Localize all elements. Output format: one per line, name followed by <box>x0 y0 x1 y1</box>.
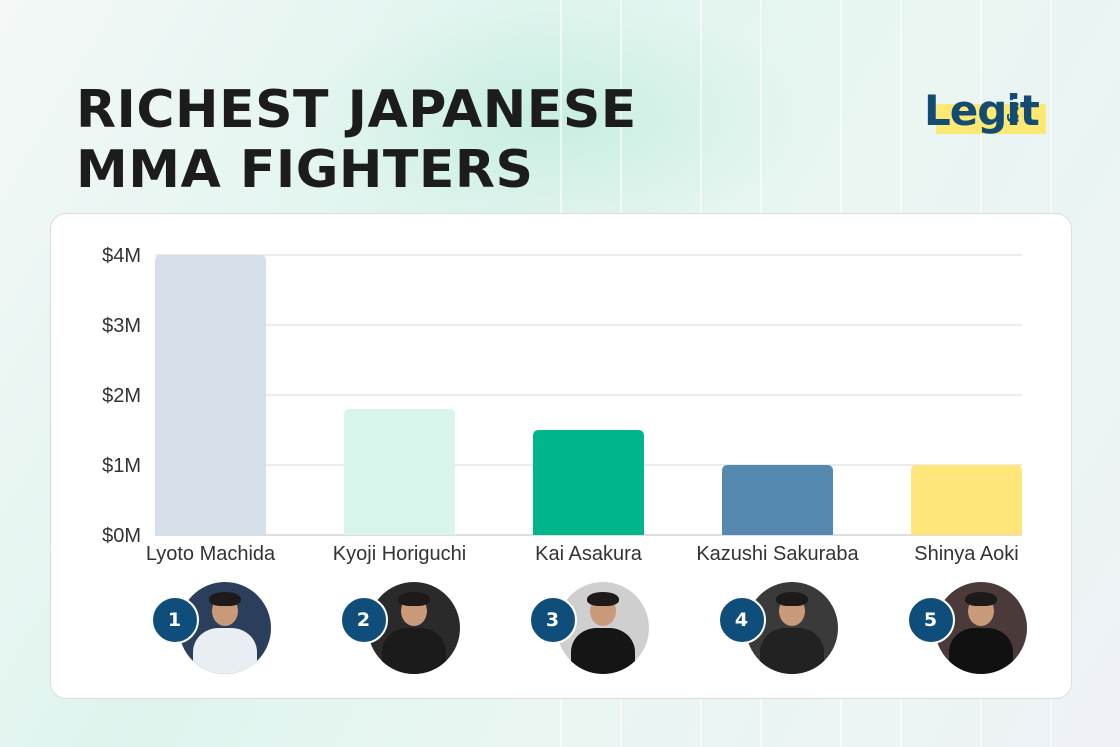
x-tick-label: Kyoji Horiguchi <box>333 543 466 565</box>
fighter-hair-shape <box>775 592 808 606</box>
rank-badge: 4 <box>717 596 766 644</box>
bar-lyoto-machida <box>155 255 266 535</box>
x-tick-label: Shinya Aoki <box>914 543 1019 565</box>
fighter-card: 5 <box>906 582 1027 674</box>
fighter-body-shape <box>759 628 824 674</box>
page-title: RICHEST JAPANESE MMA FIGHTERS <box>76 80 637 200</box>
fighter-card: 1 <box>150 582 271 674</box>
y-tick-label: $2M <box>102 385 141 407</box>
logo-highlight <box>936 104 1046 134</box>
rank-badge: 1 <box>150 596 199 644</box>
x-tick-label: Kai Asakura <box>535 543 643 565</box>
y-tick-label: $4M <box>102 245 141 267</box>
bar-kazushi-sakuraba <box>722 465 833 535</box>
logo-word: Legit <box>924 86 1040 135</box>
x-tick-label: Lyoto Machida <box>146 543 276 565</box>
legit-logo: Legit .ng <box>924 88 1048 138</box>
fighter-hair-shape <box>397 592 430 606</box>
rank-badge: 5 <box>906 596 955 644</box>
fighter-card: 2 <box>339 582 460 674</box>
y-tick-label: $3M <box>102 315 141 337</box>
fighter-hair-shape <box>586 592 619 606</box>
bar-kai-asakura <box>533 430 644 535</box>
fighter-body-shape <box>570 628 635 674</box>
fighter-photo <box>745 582 838 674</box>
bar-kyoji-horiguchi <box>344 409 455 535</box>
fighter-hair-shape <box>964 592 997 606</box>
fighter-card: 4 <box>717 582 838 674</box>
fighter-card: 3 <box>528 582 649 674</box>
fighter-hair-shape <box>208 592 241 606</box>
y-tick-label: $1M <box>102 455 141 477</box>
fighter-body-shape <box>192 628 257 674</box>
bar-shinya-aoki <box>911 465 1022 535</box>
fighter-body-shape <box>948 628 1013 674</box>
rank-badge: 2 <box>339 596 388 644</box>
fighter-body-shape <box>381 628 446 674</box>
title-line-1: RICHEST JAPANESE <box>76 80 637 140</box>
rank-badge: 3 <box>528 596 577 644</box>
fighter-photo <box>178 582 271 674</box>
y-tick-label: $0M <box>102 525 141 547</box>
title-line-2: MMA FIGHTERS <box>76 140 534 200</box>
x-tick-label: Kazushi Sakuraba <box>696 543 859 565</box>
